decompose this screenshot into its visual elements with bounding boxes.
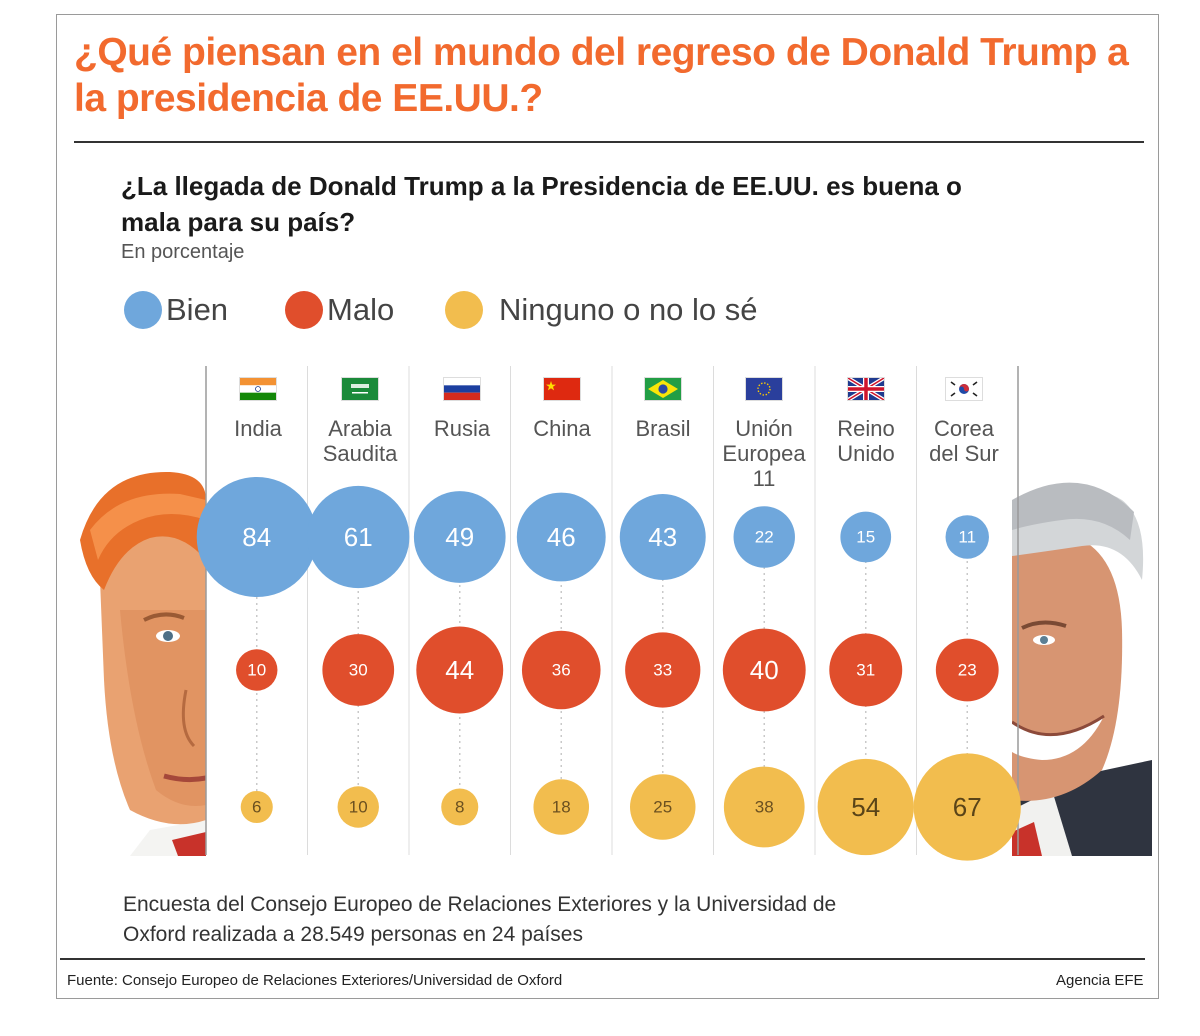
bubble-bien-reino-unido	[840, 511, 892, 563]
legend-label-ninguno: Ninguno o no lo sé	[499, 292, 758, 327]
legend-swatch-ninguno	[445, 291, 483, 329]
bubble-bien-arabia-saudita	[307, 485, 410, 589]
country-name-brasil: Brasil	[635, 416, 691, 441]
country-header-reino-unido: Reino Unido	[816, 378, 916, 466]
value-label-bien-china: 46	[547, 522, 576, 552]
legend-item-malo: Malo	[285, 290, 394, 330]
value-label-malo-arabia-saudita: 30	[349, 661, 368, 680]
legend-swatch-malo	[285, 291, 323, 329]
value-label-malo-reino-unido: 31	[856, 661, 875, 680]
bubble-ninguno-rusia	[441, 788, 479, 826]
saudi-arabia-flag-icon	[342, 378, 378, 400]
bubble-malo-union-europea-11	[722, 628, 806, 712]
value-label-bien-brasil: 43	[648, 522, 677, 552]
bubble-bien-union-europea-11	[733, 506, 795, 568]
bubble-ninguno-arabia-saudita	[337, 786, 379, 828]
value-label-malo-union-europea-11: 40	[750, 655, 779, 685]
units-label: En porcentaje	[121, 241, 245, 263]
bubble-ninguno-corea-del-sur	[913, 753, 1021, 861]
value-label-ninguno-india: 6	[252, 798, 261, 817]
value-label-ninguno-arabia-saudita: 10	[349, 798, 368, 817]
legend-label-bien: Bien	[166, 292, 229, 327]
bubble-malo-arabia-saudita	[322, 634, 395, 706]
value-label-bien-corea-del-sur: 11	[958, 528, 976, 547]
india-flag-icon	[240, 378, 276, 400]
country-header-corea-del-sur: Corea del Sur	[914, 378, 1014, 466]
bubble-bien-corea-del-sur	[945, 515, 989, 559]
country-header-arabia-saudita: Arabia Saudita	[310, 378, 410, 466]
country-header-brasil: Brasil	[613, 378, 713, 441]
bubble-bien-rusia	[413, 491, 506, 583]
bubble-ninguno-union-europea-11	[723, 766, 805, 848]
legend-swatch-bien	[124, 291, 162, 329]
bubble-malo-rusia	[416, 626, 504, 714]
value-label-malo-brasil: 33	[653, 661, 672, 680]
value-label-bien-india: 84	[242, 522, 271, 552]
legend-item-ninguno: Ninguno o no lo sé	[445, 290, 758, 330]
russia-flag-icon	[444, 378, 480, 400]
bubble-malo-china	[521, 630, 601, 710]
legend-label-malo: Malo	[327, 292, 395, 327]
country-header-rusia: Rusia	[412, 378, 512, 441]
value-label-bien-union-europea-11: 22	[755, 528, 774, 547]
value-label-ninguno-china: 18	[552, 798, 571, 817]
country-header-india: India	[208, 378, 308, 441]
country-name-india: India	[234, 416, 282, 441]
bubble-bien-china	[516, 492, 606, 582]
country-header-union-europea: Unión Europea 11	[714, 378, 814, 491]
country-name-china: China	[533, 416, 591, 441]
value-label-malo-china: 36	[552, 661, 571, 680]
survey-note: Encuesta del Consejo Europeo de Relacion…	[123, 893, 837, 946]
trump-face-left-illustration	[60, 460, 206, 856]
value-label-ninguno-rusia: 8	[455, 798, 464, 817]
legend-item-bien: Bien	[124, 290, 228, 330]
value-label-malo-corea-del-sur: 23	[958, 661, 977, 680]
value-label-ninguno-brasil: 25	[653, 798, 672, 817]
value-label-ninguno-reino-unido: 54	[851, 792, 880, 822]
country-name-arabia-saudita: Arabia Saudita	[322, 416, 398, 466]
china-flag-icon	[544, 378, 580, 400]
brazil-flag-icon	[645, 378, 681, 400]
bubble-malo-corea-del-sur	[935, 638, 999, 702]
country-name-reino-unido: Reino Unido	[837, 416, 895, 466]
headline: ¿Qué piensan en el mundo del regreso de …	[74, 31, 1129, 120]
bubble-malo-brasil	[625, 632, 701, 708]
value-label-bien-reino-unido: 15	[856, 528, 875, 547]
trump-face-right-illustration	[1012, 460, 1152, 856]
bubble-bien-india	[196, 476, 317, 598]
chart-question: ¿La llegada de Donald Trump a la Preside…	[121, 171, 962, 237]
agency-credit: Agencia EFE	[1056, 972, 1144, 989]
bubble-malo-india	[236, 649, 278, 691]
country-name-rusia: Rusia	[433, 416, 491, 441]
country-name-corea-del-sur: Corea del Sur	[929, 416, 999, 466]
uk-flag-icon	[848, 378, 884, 400]
source-credit: Fuente: Consejo Europeo de Relaciones Ex…	[67, 972, 563, 989]
bottom-divider	[60, 958, 1145, 960]
value-label-malo-india: 10	[247, 661, 266, 680]
bubble-ninguno-china	[533, 779, 590, 835]
south-korea-flag-icon	[946, 378, 982, 400]
bubble-ninguno-brasil	[630, 774, 696, 840]
country-name-union-europea: Unión Europea 11	[722, 416, 806, 491]
bubble-ninguno-india	[240, 790, 273, 824]
bubble-bien-brasil	[619, 494, 706, 580]
bubble-ninguno-reino-unido	[817, 758, 914, 856]
value-label-ninguno-corea-del-sur: 67	[953, 792, 982, 822]
value-label-ninguno-union-europea-11: 38	[755, 798, 774, 817]
top-divider	[74, 141, 1144, 143]
eu-flag-icon	[746, 378, 782, 400]
value-label-malo-rusia: 44	[445, 655, 474, 685]
country-header-china: China	[512, 378, 612, 441]
bubble-malo-reino-unido	[829, 633, 903, 707]
value-label-bien-arabia-saudita: 61	[344, 522, 373, 552]
value-label-bien-rusia: 49	[445, 522, 474, 552]
